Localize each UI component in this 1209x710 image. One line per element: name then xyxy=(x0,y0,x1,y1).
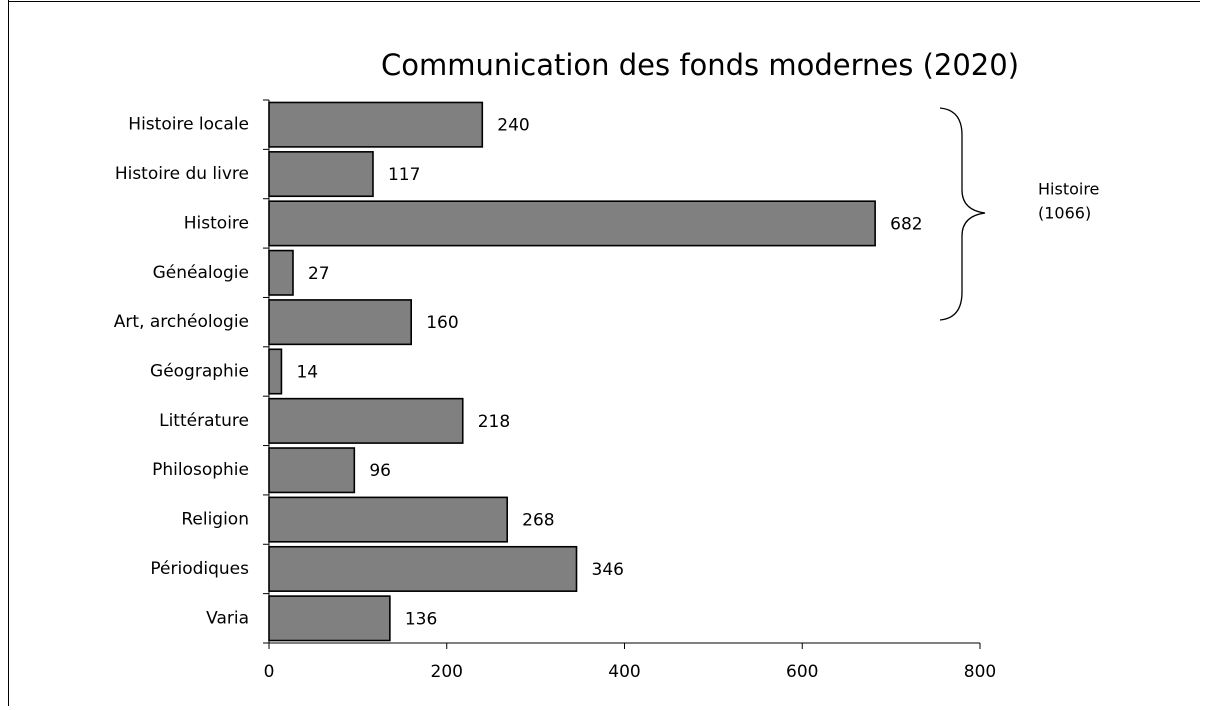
value-label: 218 xyxy=(478,412,510,432)
value-label: 682 xyxy=(890,214,922,234)
bar xyxy=(268,496,508,543)
bar xyxy=(268,447,356,494)
value-label: 117 xyxy=(388,165,420,185)
value-label: 268 xyxy=(522,511,554,531)
x-tick-label: 0 xyxy=(264,662,275,682)
bar xyxy=(268,200,876,247)
y-tick-label: Périodiques xyxy=(150,559,249,579)
bar xyxy=(268,151,374,198)
y-tick-label: Géographie xyxy=(150,362,249,382)
x-tick-label: 200 xyxy=(431,662,463,682)
y-tick-label: Histoire xyxy=(184,213,249,233)
y-tick-label: Histoire du livre xyxy=(115,164,249,184)
chart-title: Communication des fonds modernes (2020) xyxy=(381,48,1019,82)
value-label: 136 xyxy=(405,609,437,629)
annotation: (1066) xyxy=(1038,204,1091,223)
y-tick-label: Philosophie xyxy=(152,460,249,480)
bar xyxy=(268,397,464,444)
y-tick-label: Varia xyxy=(206,608,249,628)
value-label: 27 xyxy=(308,264,330,284)
bar xyxy=(268,348,283,395)
y-tick-label: Littérature xyxy=(159,411,249,431)
y-tick-label: Religion xyxy=(181,510,249,530)
y-tick-label: Histoire locale xyxy=(128,115,249,135)
value-label: 14 xyxy=(296,363,318,383)
x-tick-label: 800 xyxy=(964,662,996,682)
value-label: 160 xyxy=(426,313,458,333)
bar xyxy=(268,101,484,148)
value-label: 240 xyxy=(497,116,529,136)
y-tick-label: Art, archéologie xyxy=(114,312,249,332)
value-label: 346 xyxy=(592,560,624,580)
x-tick-label: 600 xyxy=(786,662,818,682)
bar xyxy=(268,299,412,346)
x-tick-label: 400 xyxy=(608,662,640,682)
value-label: 96 xyxy=(369,461,391,481)
brace xyxy=(939,107,986,321)
bar xyxy=(268,595,391,642)
y-tick-label: Généalogie xyxy=(153,263,249,283)
bar xyxy=(268,545,578,592)
bar xyxy=(268,249,294,296)
annotation: Histoire xyxy=(1038,180,1099,199)
